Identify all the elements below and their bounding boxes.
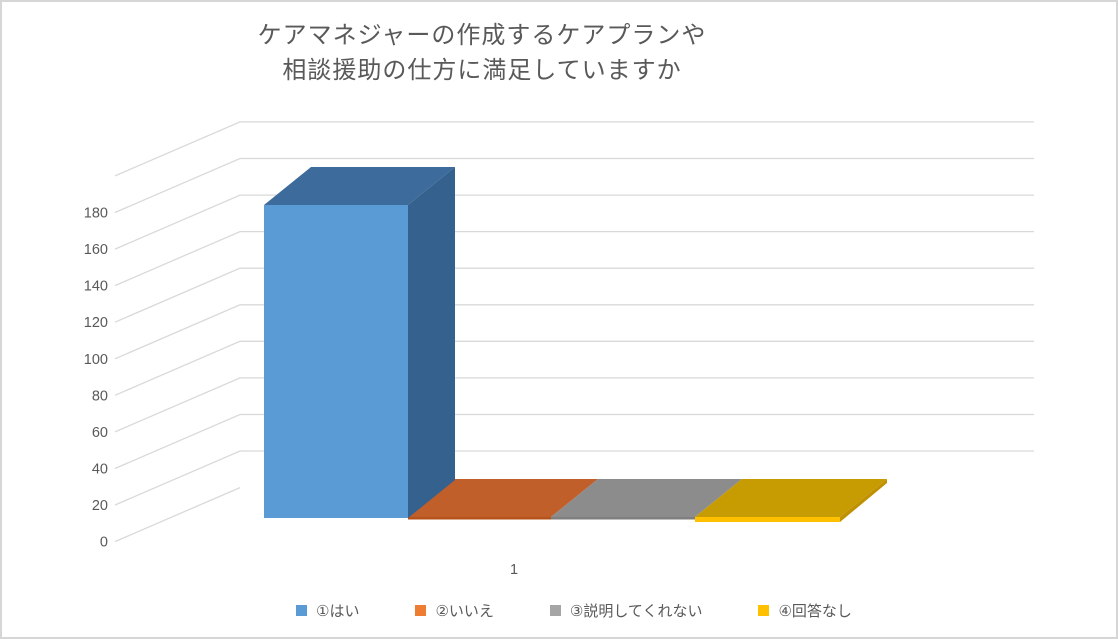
bar-3-top-face[interactable] <box>551 479 742 517</box>
y-tick-0: 0 <box>100 535 108 551</box>
y-tick-180: 180 <box>84 206 108 222</box>
gridline-40 <box>114 413 1034 470</box>
gridline-160 <box>114 194 1034 250</box>
gridline-20 <box>114 450 1034 506</box>
legend-swatch-gray-icon <box>549 605 561 616</box>
legend-swatch-orange-icon <box>415 605 427 616</box>
gridline-120 <box>114 267 1034 323</box>
legend-item-iie[interactable]: ②いいえ <box>415 600 494 621</box>
y-tick-80: 80 <box>92 388 108 404</box>
bar-series-2-iie[interactable] <box>408 479 598 520</box>
y-axis: 0 20 40 60 80 100 120 140 160 180 <box>84 206 108 551</box>
legend-swatch-yellow <box>758 605 770 616</box>
legend-label-setsumei: ③説明してくれない <box>569 603 703 620</box>
bar-2-top-face[interactable] <box>408 479 598 517</box>
legend-label-iie: ②いいえ <box>435 603 494 620</box>
legend-item-hai[interactable]: ①はい <box>296 600 359 621</box>
y-tick-120: 120 <box>84 315 108 331</box>
gridline-140 <box>114 230 1034 287</box>
legend: ①はい ②いいえ ③説明してくれない ④回答なし <box>296 600 852 621</box>
bar-1-side-face[interactable] <box>408 167 455 518</box>
gridline-80 <box>114 340 1034 396</box>
bar-series-4-kaitounashi[interactable] <box>695 479 887 522</box>
y-tick-60: 60 <box>92 425 108 441</box>
bar-3-front-face[interactable] <box>551 517 695 520</box>
y-tick-140: 140 <box>84 279 108 295</box>
gridline-60 <box>114 377 1034 433</box>
legend-swatch-blue-icon <box>296 605 307 616</box>
legend-swatch-blue <box>296 605 307 616</box>
legend-label-kaitounashi: ④回答なし <box>778 603 852 620</box>
bar-2-front-face[interactable] <box>408 517 551 520</box>
y-tick-160: 160 <box>84 242 108 258</box>
legend-label-hai: ①はい <box>316 603 360 620</box>
x-axis-category-label: 1 <box>510 562 518 578</box>
y-tick-20: 20 <box>92 498 108 514</box>
bar-series-3-setsumei[interactable] <box>551 479 742 520</box>
legend-swatch-orange <box>415 605 427 616</box>
legend-swatch-yellow-icon <box>758 605 770 616</box>
chart-title: ケアマネジャーの作成するケアプランや 相談援助の仕方に満足していますか <box>2 18 962 88</box>
legend-swatch-gray <box>549 605 561 616</box>
bar-4-top-face[interactable] <box>695 479 887 517</box>
bar-4-side-face[interactable] <box>840 479 887 522</box>
gridline-100 <box>114 304 1034 360</box>
chart-title-line-2: 相談援助の仕方に満足していますか <box>282 57 682 84</box>
gridlines <box>114 121 1034 543</box>
legend-item-kaitounashi[interactable]: ④回答なし <box>758 600 852 621</box>
gridline-200 <box>114 121 1034 177</box>
y-tick-100: 100 <box>84 352 108 368</box>
legend-item-setsumei[interactable]: ③説明してくれない <box>549 600 703 621</box>
bar-1-front-face[interactable] <box>264 205 408 518</box>
gridline-180 <box>114 157 1034 214</box>
bar-4-front-face[interactable] <box>695 517 840 522</box>
chart-title-line-1: ケアマネジャーの作成するケアプランや <box>257 22 707 49</box>
bar-1-top-face[interactable] <box>264 167 455 205</box>
y-tick-40: 40 <box>92 462 108 478</box>
gridline-0 <box>114 487 241 543</box>
bar-series-1-hai[interactable] <box>264 167 455 518</box>
